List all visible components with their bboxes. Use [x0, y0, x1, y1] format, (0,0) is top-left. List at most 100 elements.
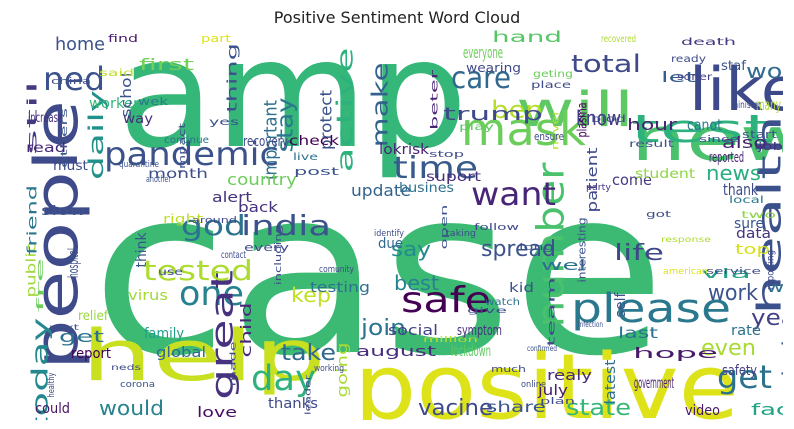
word-come: come — [612, 171, 652, 189]
word-follow: follow — [474, 223, 519, 233]
word-open: open — [440, 205, 450, 250]
word-would: would — [99, 396, 164, 420]
word-let: let — [661, 70, 697, 86]
word-update: update — [351, 181, 411, 200]
word-tested: tested — [143, 254, 253, 287]
word-please: please — [571, 286, 731, 332]
word-ned: ned — [43, 60, 105, 98]
word-wear: wear — [766, 280, 783, 296]
word-back: back — [238, 200, 279, 216]
word-yes: yes — [209, 117, 239, 128]
word-quarantine: quarantine — [119, 160, 159, 170]
word-contact: contact — [221, 250, 246, 261]
word-online: online — [521, 380, 546, 390]
word-amp: amp — [118, 30, 468, 182]
word-pandemic: pandemic — [104, 135, 279, 173]
word-july: july — [537, 383, 568, 399]
word-got: got — [646, 210, 672, 220]
word-recovery: recovery — [243, 134, 288, 150]
word-month: month — [148, 167, 208, 182]
word-live: live — [293, 152, 318, 163]
word-care: care — [451, 61, 511, 96]
word-mask: mask — [461, 103, 586, 156]
word-vacine: vacine — [418, 396, 493, 420]
word-trump: trump — [443, 104, 543, 125]
word-plan: plan — [540, 397, 575, 407]
word-job: job — [757, 140, 783, 153]
word-like: like — [689, 55, 783, 125]
word-check: check — [289, 134, 340, 149]
word-schol: schol — [119, 73, 135, 118]
word-service: service — [706, 267, 762, 277]
word-corona: corona — [120, 380, 155, 390]
word-government: government — [634, 374, 674, 392]
word-way: way — [123, 112, 153, 127]
word-lockdown: lockdown — [451, 342, 491, 360]
word-self: self — [613, 291, 629, 317]
word-due: due — [378, 236, 403, 252]
word-hour: hour — [627, 115, 678, 134]
word-every: every — [244, 241, 290, 254]
word-active: active — [334, 48, 359, 173]
word-get: get — [717, 358, 772, 396]
word-going: going — [335, 343, 351, 398]
word-identify: identify — [374, 229, 405, 239]
word-neds: neds — [111, 363, 141, 372]
word-get: get — [59, 327, 104, 346]
word-social: social — [388, 323, 438, 339]
word-one: one — [179, 274, 244, 314]
word-watch: watch — [485, 297, 520, 308]
word-play: play — [459, 122, 494, 133]
word-world: world — [746, 59, 783, 83]
word-make: make — [369, 63, 394, 148]
word-wearing: wearing — [466, 61, 521, 75]
word-want: want — [471, 175, 556, 213]
word-hope: hope — [633, 346, 718, 362]
word-public: public — [25, 243, 40, 298]
word-know: know — [576, 106, 621, 130]
word-staf: staf — [721, 59, 746, 74]
word-interesting: interesting — [576, 218, 589, 283]
word-take: take — [281, 341, 336, 366]
word-blod: blod — [591, 114, 626, 125]
chart-title: Positive Sentiment Word Cloud — [273, 8, 521, 27]
word-part: part — [201, 32, 232, 45]
word-everyone: everyone — [463, 43, 503, 62]
word-testing: testing — [310, 280, 370, 296]
word-will: will — [516, 82, 634, 138]
word-find: find — [108, 32, 138, 45]
word-rate: rate — [731, 323, 761, 339]
word-others: others — [60, 107, 70, 168]
word-hospital: hospital — [66, 248, 82, 278]
word-join: join — [360, 316, 406, 341]
word-beter: beter — [430, 68, 441, 130]
word-confirmed: confirmed — [527, 344, 557, 353]
word-increase: increase — [28, 111, 63, 126]
word-case: case — [91, 140, 666, 407]
word-much: much — [491, 365, 526, 375]
word-positive: positive — [354, 335, 739, 420]
word-spread: spread — [481, 237, 556, 262]
word-news: news — [706, 161, 761, 185]
word-post: post — [294, 165, 340, 178]
word-give: give — [467, 306, 507, 315]
word-kep: kep — [291, 283, 331, 307]
word-god: god — [181, 209, 246, 242]
word-friend: friend — [26, 185, 41, 255]
word-number: number — [530, 162, 573, 328]
word-even: even — [701, 336, 756, 361]
word-year: year — [751, 306, 783, 331]
word-geting: geting — [533, 69, 573, 80]
word-work: work — [708, 281, 758, 306]
word-reporting: reporting — [766, 250, 777, 290]
word-alert: alert — [212, 190, 253, 206]
word-said: said — [99, 68, 134, 79]
word-wek: wek — [138, 95, 169, 108]
word-best: best — [394, 271, 439, 295]
word-kid: kid — [509, 281, 534, 296]
word-must: must — [53, 159, 88, 174]
word-safe: safe — [401, 280, 491, 321]
word-safety: safety — [722, 363, 757, 379]
word-many: many — [756, 96, 781, 114]
word-life: life — [614, 241, 664, 266]
